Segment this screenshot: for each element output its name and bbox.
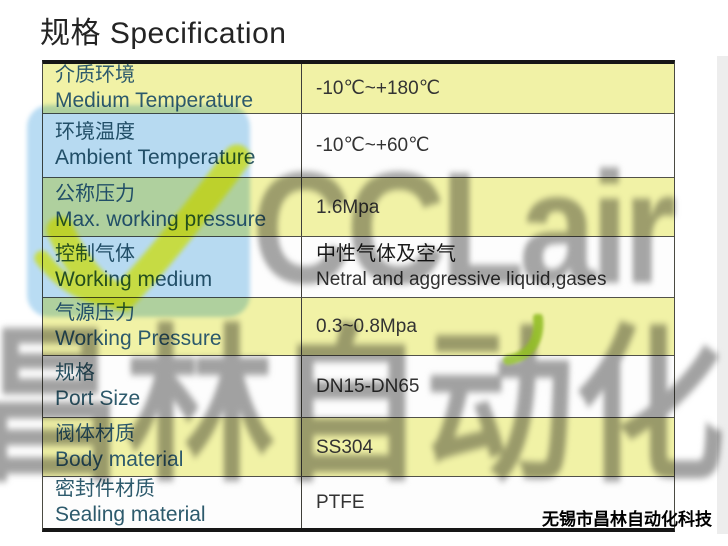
- value: DN15-DN65: [316, 376, 420, 397]
- label-en: Ambient Temperature: [55, 146, 256, 169]
- value: -10℃~+180℃: [316, 78, 441, 99]
- spec-label-cell: 阀体材质 Body material: [43, 418, 302, 476]
- label-zh: 公称压力: [55, 182, 135, 205]
- spec-label-cell: 规格 Port Size: [43, 356, 302, 417]
- table-row: 控制气体 Working medium 中性气体及空气 Netral and a…: [43, 236, 674, 297]
- table-row: 规格 Port Size DN15-DN65: [43, 355, 674, 417]
- table-row: 环境温度 Ambient Temperature -10℃~+60℃: [43, 113, 674, 177]
- label-zh: 阀体材质: [55, 422, 135, 445]
- value: 0.3~0.8Mpa: [316, 316, 417, 337]
- spec-label-cell: 介质环境 Medium Temperature: [43, 64, 302, 113]
- label-en: Body material: [55, 447, 184, 471]
- label-zh: 控制气体: [55, 242, 135, 265]
- label-en: Working medium: [55, 267, 213, 291]
- label-en: Sealing material: [55, 503, 206, 526]
- spec-value-cell: 0.3~0.8Mpa: [302, 298, 674, 355]
- table-row: 介质环境 Medium Temperature -10℃~+180℃: [43, 64, 674, 113]
- company-name: 无锡市昌林自动化科技: [542, 510, 712, 529]
- label-en: Medium Temperature: [55, 89, 254, 112]
- specification-table: 介质环境 Medium Temperature -10℃~+180℃ 环境温度 …: [42, 60, 675, 532]
- table-row: 密封件材质 Sealing material PTFE: [43, 476, 674, 528]
- label-zh: 密封件材质: [55, 478, 155, 500]
- label-en: Working Pressure: [55, 327, 222, 350]
- table-row: 公称压力 Max. working pressure 1.6Mpa: [43, 177, 674, 236]
- spec-label-cell: 控制气体 Working medium: [43, 237, 302, 297]
- spec-value-cell: SS304: [302, 418, 674, 476]
- spec-value-cell: DN15-DN65: [302, 356, 674, 417]
- label-zh: 规格: [55, 362, 95, 384]
- value: SS304: [316, 436, 374, 458]
- table-row: 气源压力 Working Pressure 0.3~0.8Mpa: [43, 297, 674, 355]
- value: PTFE: [316, 492, 365, 513]
- spec-label-cell: 密封件材质 Sealing material: [43, 477, 302, 528]
- spec-value-cell: 1.6Mpa: [302, 178, 674, 236]
- spec-label-cell: 气源压力 Working Pressure: [43, 298, 302, 355]
- value: -10℃~+60℃: [316, 135, 430, 156]
- value: 1.6Mpa: [316, 196, 380, 218]
- label-en: Max. working pressure: [55, 207, 267, 231]
- spec-value-cell: PTFE: [302, 477, 674, 528]
- spec-label-cell: 公称压力 Max. working pressure: [43, 178, 302, 236]
- page-title: 规格 Specification: [40, 17, 287, 50]
- spec-value-cell: 中性气体及空气 Netral and aggressive liquid,gas…: [302, 237, 674, 297]
- spec-value-cell: -10℃~+180℃: [302, 64, 674, 113]
- spec-value-cell: -10℃~+60℃: [302, 114, 674, 177]
- value: Netral and aggressive liquid,gases: [316, 269, 607, 290]
- label-en: Port Size: [55, 387, 141, 410]
- label-zh: 环境温度: [55, 121, 135, 143]
- label-zh: 介质环境: [55, 64, 135, 86]
- value-zh: 中性气体及空气: [316, 243, 456, 265]
- table-row: 阀体材质 Body material SS304: [43, 417, 674, 476]
- label-zh: 气源压力: [55, 302, 135, 324]
- spec-label-cell: 环境温度 Ambient Temperature: [43, 114, 302, 177]
- photo-edge-strip: [717, 56, 728, 534]
